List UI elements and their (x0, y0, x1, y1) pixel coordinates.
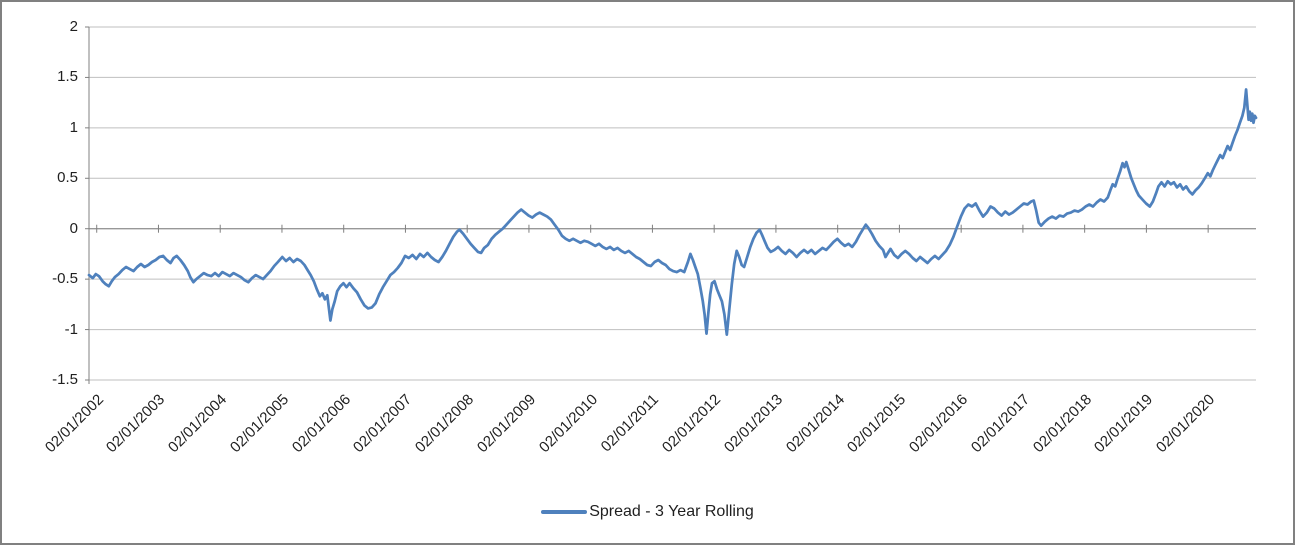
y-axis-label: -1.5 (52, 371, 78, 388)
y-axis-label: -0.5 (52, 270, 78, 288)
y-axis-label: -1 (64, 320, 78, 338)
y-axis-label: 0.5 (57, 169, 78, 187)
series-line-spread-3-year-rolling (87, 88, 1258, 336)
legend-label: Spread - 3 Year Rolling (589, 503, 754, 520)
y-axis-label: 0 (69, 219, 78, 237)
y-axis-label: 1 (69, 118, 78, 136)
y-axis-label: 1.5 (57, 68, 78, 86)
y-axis-label: 2 (69, 18, 78, 35)
legend-line-swatch (541, 510, 588, 514)
legend: Spread - 3 Year Rolling (2, 503, 1293, 521)
